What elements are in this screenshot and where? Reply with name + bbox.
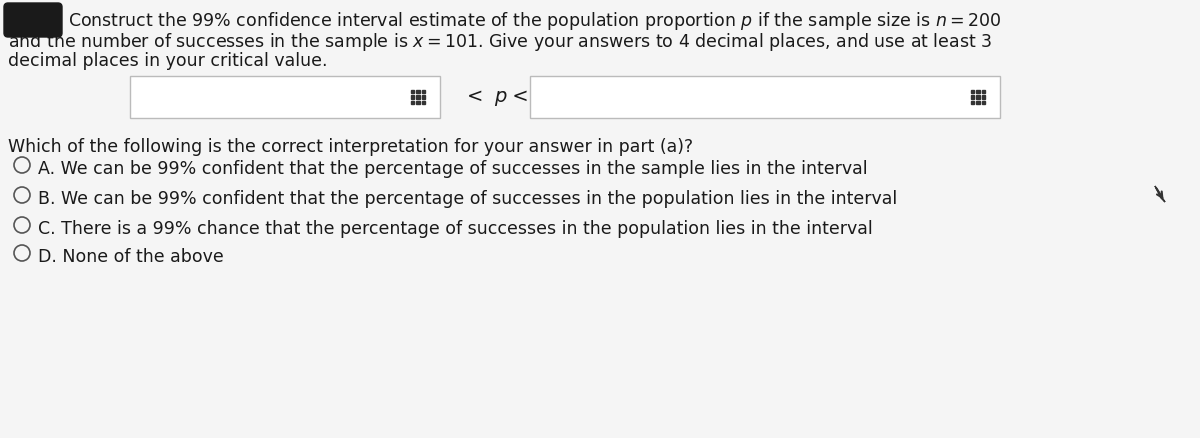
FancyBboxPatch shape [977,90,979,93]
FancyBboxPatch shape [421,95,425,99]
FancyBboxPatch shape [4,3,62,37]
FancyBboxPatch shape [410,90,414,93]
FancyBboxPatch shape [982,101,985,104]
FancyBboxPatch shape [977,95,979,99]
Text: A. We can be 99% confident that the percentage of successes in the sample lies i: A. We can be 99% confident that the perc… [38,160,868,178]
FancyBboxPatch shape [416,90,420,93]
FancyBboxPatch shape [971,101,974,104]
FancyBboxPatch shape [416,95,420,99]
FancyBboxPatch shape [982,90,985,93]
Text: D. None of the above: D. None of the above [38,248,223,266]
Text: C. There is a 99% chance that the percentage of successes in the population lies: C. There is a 99% chance that the percen… [38,220,872,238]
FancyBboxPatch shape [421,90,425,93]
FancyBboxPatch shape [982,95,985,99]
Text: <: < [506,88,529,106]
FancyBboxPatch shape [971,95,974,99]
FancyBboxPatch shape [410,95,414,99]
Text: Construct the 99% confidence interval estimate of the population proportion $p$ : Construct the 99% confidence interval es… [68,10,1002,32]
FancyBboxPatch shape [410,101,414,104]
Polygon shape [1154,186,1165,202]
FancyBboxPatch shape [130,76,440,118]
Text: B. We can be 99% confident that the percentage of successes in the population li: B. We can be 99% confident that the perc… [38,190,898,208]
Text: decimal places in your critical value.: decimal places in your critical value. [8,52,328,70]
Text: p: p [494,88,506,106]
Text: <: < [467,88,490,106]
Text: Which of the following is the correct interpretation for your answer in part (a): Which of the following is the correct in… [8,138,694,156]
Text: and the number of successes in the sample is $x = 101$. Give your answers to 4 d: and the number of successes in the sampl… [8,31,992,53]
FancyBboxPatch shape [971,90,974,93]
FancyBboxPatch shape [416,101,420,104]
FancyBboxPatch shape [977,101,979,104]
FancyBboxPatch shape [421,101,425,104]
FancyBboxPatch shape [530,76,1000,118]
